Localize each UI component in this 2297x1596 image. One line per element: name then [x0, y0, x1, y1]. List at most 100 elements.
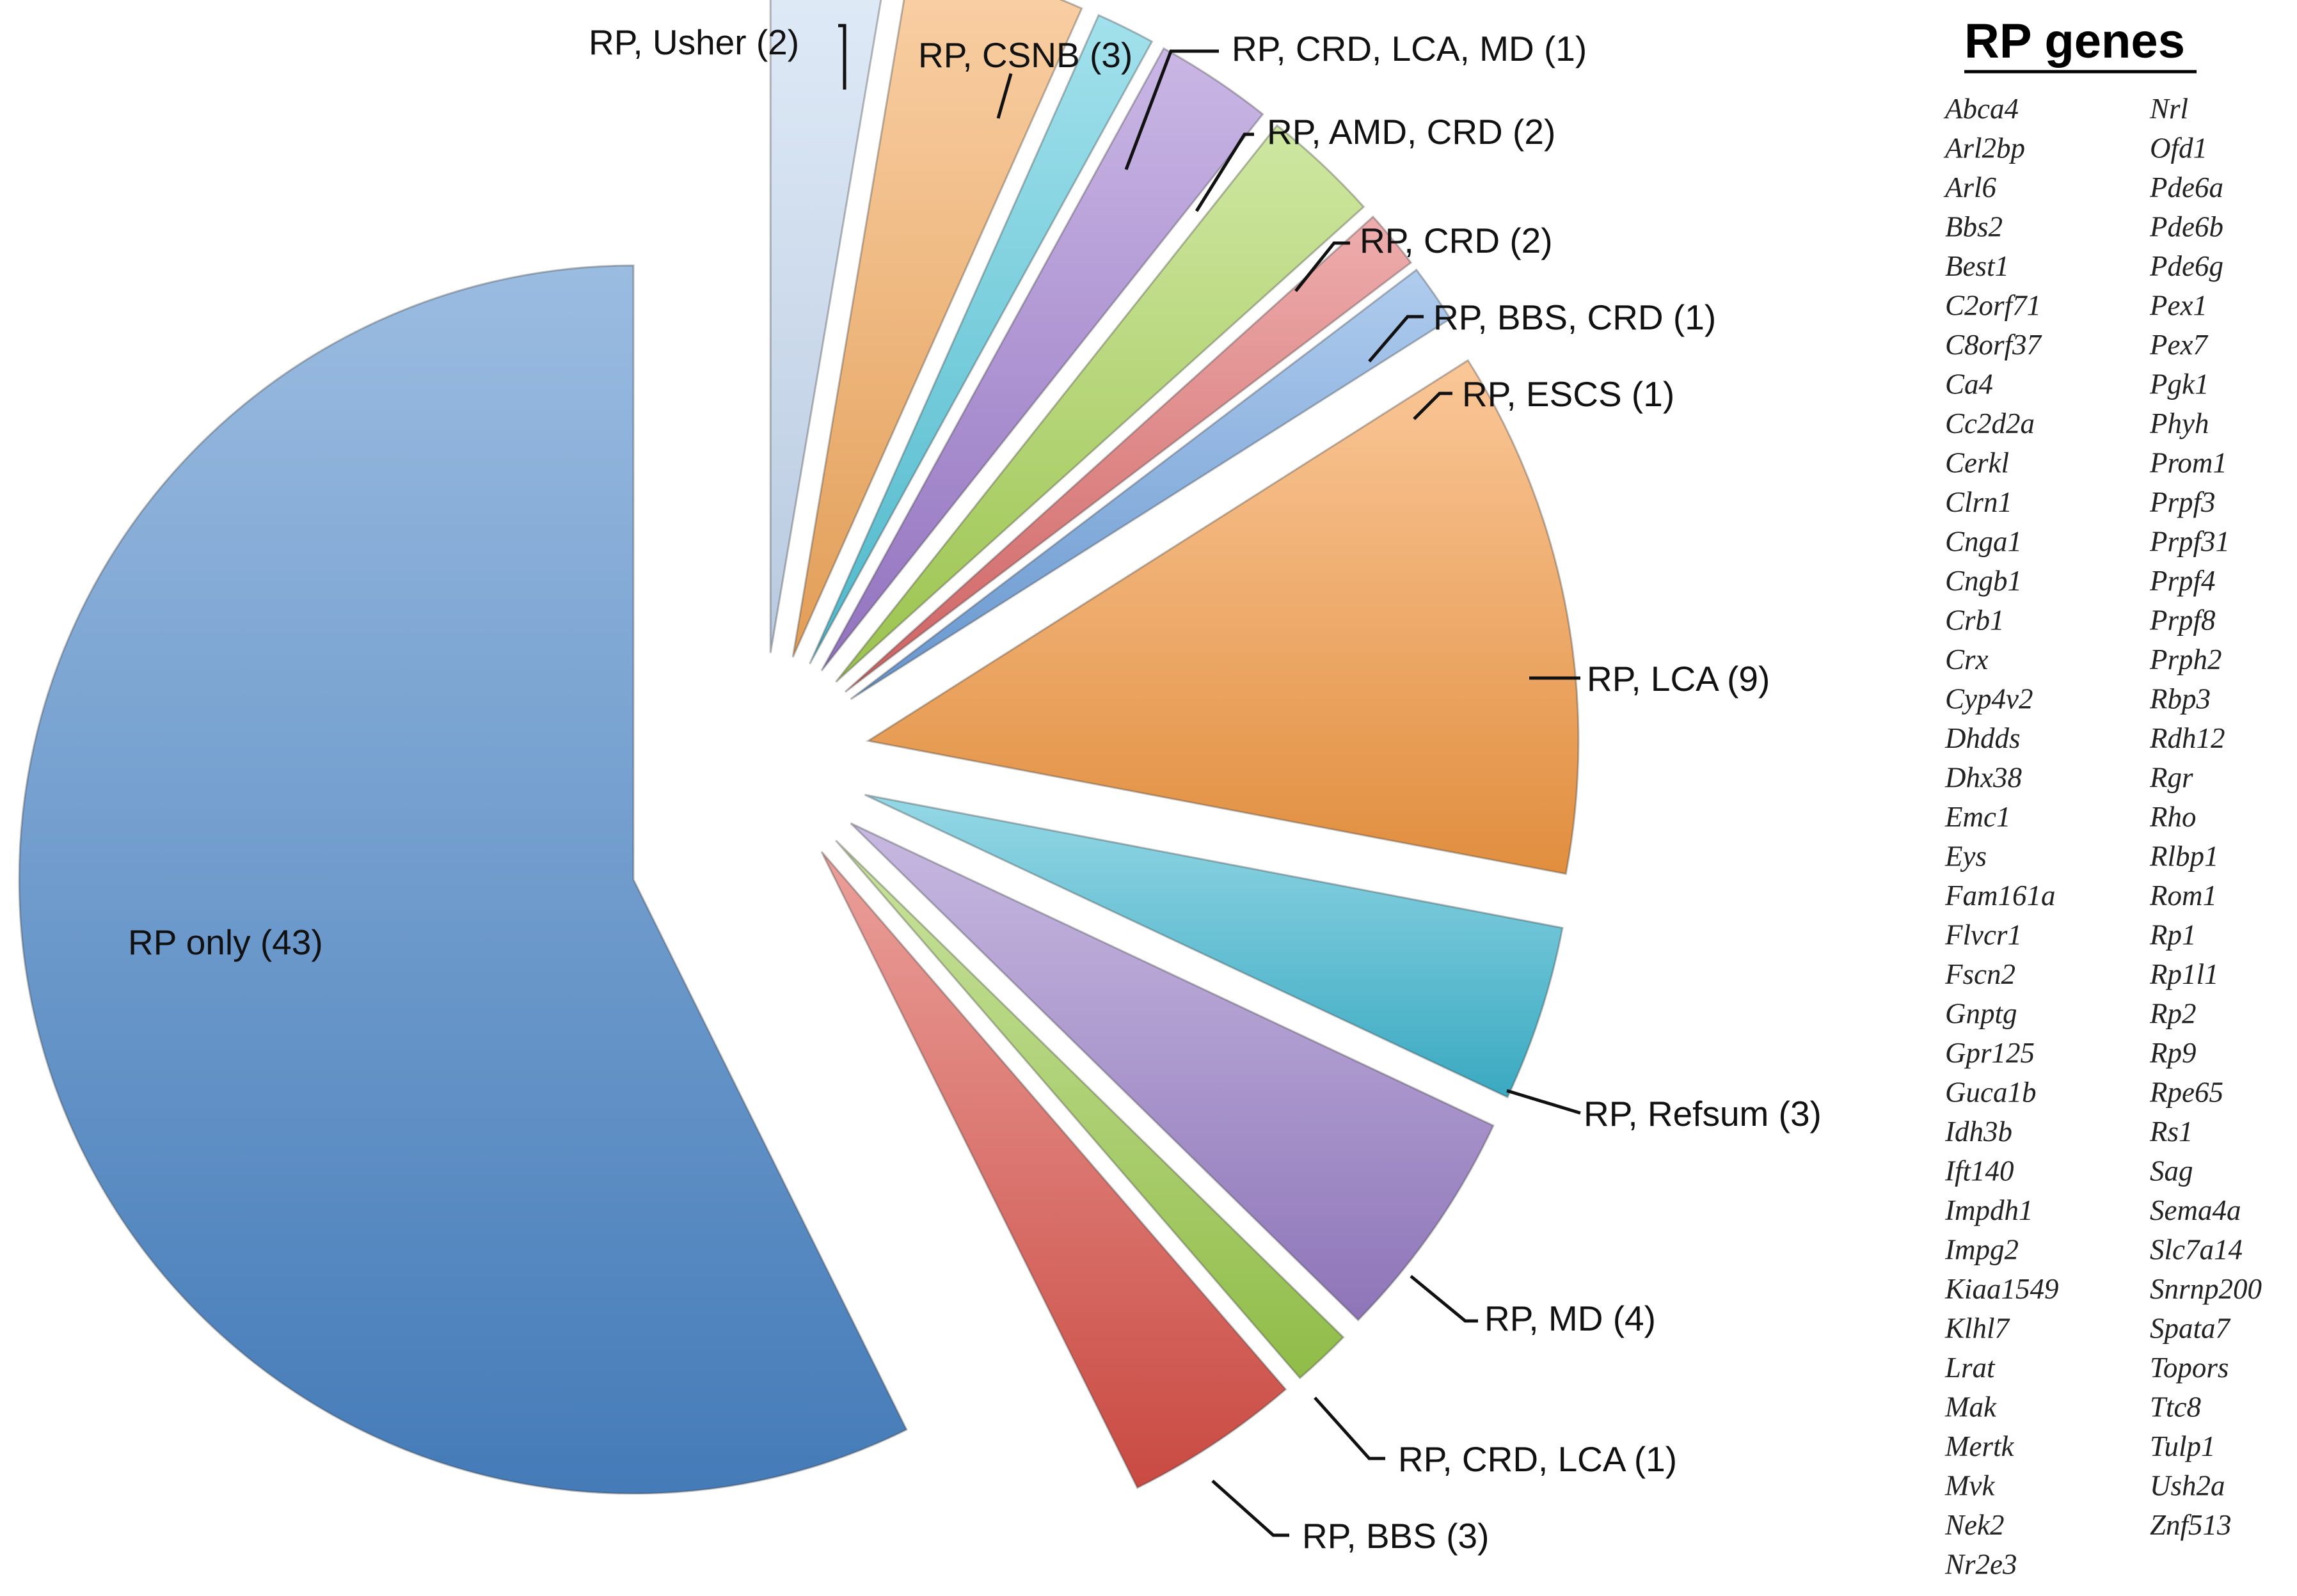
slice-rp-escs-1: [850, 268, 1452, 700]
gene-crb1: Crb1: [1945, 604, 2005, 636]
gene-phyh: Phyh: [2149, 407, 2209, 439]
slice-label-rp-bbs-crd-1: RP, BBS, CRD (1): [1433, 297, 1716, 337]
leader-rp-bbs-crd-1: [1368, 315, 1424, 363]
gene-rdh12: Rdh12: [2149, 722, 2225, 754]
gene-spata7: Spata7: [2150, 1313, 2232, 1345]
gene-pex7: Pex7: [2149, 329, 2209, 361]
gene-fscn2: Fscn2: [1944, 958, 2015, 990]
gene-nr2e3: Nr2e3: [1944, 1549, 2017, 1581]
gene-lrat: Lrat: [1944, 1352, 1996, 1384]
gene-cyp4v2: Cyp4v2: [1945, 683, 2033, 715]
slice-rp-bbs-3: [820, 851, 1287, 1489]
gene-slc7a14: Slc7a14: [2150, 1234, 2243, 1266]
gene-rom1: Rom1: [2149, 880, 2217, 912]
gene-rbp3: Rbp3: [2149, 683, 2211, 715]
gene-list-title: RP genes: [1964, 14, 2185, 68]
slice-rp-only-43: [18, 264, 908, 1495]
gene-impdh1: Impdh1: [1944, 1194, 2033, 1226]
slice-rp-lca-9: [865, 359, 1580, 875]
gene-znf513: Znf513: [2150, 1509, 2232, 1541]
gene-rp9: Rp9: [2149, 1037, 2197, 1069]
gene-rpe65: Rpe65: [2149, 1077, 2223, 1109]
leader-rp-md-4: [1410, 1275, 1478, 1323]
gene-dhx38: Dhx38: [1944, 762, 2022, 794]
gene-mertk: Mertk: [1944, 1430, 2014, 1462]
slice-rp-amd-crd-2: [820, 47, 1264, 672]
gene-sema4a: Sema4a: [2150, 1194, 2241, 1226]
slice-labels: RP only (43) RP, Usher (2) RP, CSNB (3) RP,…: [128, 22, 1822, 1556]
leader-rp-crd-lca-md-1: [1124, 49, 1219, 170]
slice-rp-crd-lca-1: [835, 839, 1345, 1380]
gene-idh3b: Idh3b: [1944, 1116, 2012, 1148]
slice-label-rp-bbs-3: RP, BBS (3): [1302, 1516, 1489, 1556]
gene-topors: Topors: [2150, 1352, 2229, 1384]
gene-eys: Eys: [1944, 841, 1987, 873]
leader-lines: [838, 24, 1581, 1537]
gene-cerkl: Cerkl: [1945, 447, 2009, 479]
gene-emc1: Emc1: [1944, 801, 2010, 833]
leader-rp-escs-1: [1413, 391, 1452, 420]
gene-rlbp1: Rlbp1: [2149, 841, 2219, 873]
gene-cnga1: Cnga1: [1945, 526, 2022, 558]
gene-rs1: Rs1: [2149, 1116, 2193, 1148]
gene-pgk1: Pgk1: [2149, 368, 2209, 400]
gene-gnptg: Gnptg: [1945, 998, 2017, 1030]
slice-label-rp-csnb-3: RP, CSNB (3): [918, 35, 1133, 75]
gene-prph2: Prph2: [2149, 644, 2222, 676]
gene-nrl: Nrl: [2149, 93, 2188, 125]
gene-klhl7: Klhl7: [1944, 1313, 2011, 1345]
slice-label-rp-escs-1: RP, ESCS (1): [1462, 374, 1674, 414]
leader-rp-crd-2: [1294, 241, 1350, 292]
gene-pde6g: Pde6g: [2149, 250, 2223, 282]
slice-label-rp-usher-2: RP, Usher (2): [589, 22, 799, 62]
gene-best1: Best1: [1945, 250, 2009, 282]
gene-fam161a: Fam161a: [1944, 880, 2056, 912]
leader-rp-crd-lca-1: [1314, 1396, 1385, 1460]
slice-rp-refsum-3: [864, 794, 1564, 1099]
slice-label-rp-refsum-3: RP, Refsum (3): [1584, 1094, 1822, 1134]
gene-prpf31: Prpf31: [2149, 526, 2230, 558]
gene-guca1b: Guca1b: [1945, 1077, 2036, 1109]
gene-impg2: Impg2: [1944, 1234, 2019, 1266]
slice-rp-crd-2: [835, 124, 1365, 683]
gene-cc2d2a: Cc2d2a: [1945, 407, 2035, 439]
gene-abca4: Abca4: [1943, 93, 2019, 125]
slice-label-rp-only-43: RP only (43): [128, 922, 323, 962]
slice-label-rp-amd-crd-2: RP, AMD, CRD (2): [1267, 112, 1555, 152]
gene-ush2a: Ush2a: [2150, 1470, 2225, 1502]
gene-cngb1: Cngb1: [1945, 565, 2022, 597]
gene-rgr: Rgr: [2149, 762, 2193, 794]
gene-ca4: Ca4: [1945, 368, 1993, 400]
gene-gpr125: Gpr125: [1945, 1037, 2035, 1069]
leader-rp-usher-2: [838, 24, 846, 90]
gene-c8orf37: C8orf37: [1945, 329, 2043, 361]
gene-rp1: Rp1: [2149, 919, 2197, 951]
slice-label-rp-crd-lca-1: RP, CRD, LCA (1): [1398, 1439, 1677, 1479]
pie-slices: [18, 0, 1580, 1495]
gene-nek2: Nek2: [1944, 1509, 2004, 1541]
gene-rp2: Rp2: [2149, 998, 2197, 1030]
gene-bbs2: Bbs2: [1945, 211, 2003, 243]
gene-flvcr1: Flvcr1: [1944, 919, 2022, 951]
slice-rp-bbs-crd-1: [844, 215, 1413, 693]
gene-mak: Mak: [1944, 1391, 1997, 1423]
gene-c2orf71: C2orf71: [1945, 290, 2041, 322]
gene-ttc8: Ttc8: [2150, 1391, 2201, 1423]
slice-label-rp-crd-lca-md-1: RP, CRD, LCA, MD (1): [1232, 29, 1587, 68]
gene-prpf4: Prpf4: [2149, 565, 2216, 597]
gene-prom1: Prom1: [2149, 447, 2227, 479]
slice-label-rp-crd-2: RP, CRD (2): [1360, 221, 1553, 260]
leader-rp-csnb-3: [996, 73, 1013, 119]
slice-label-rp-lca-9: RP, LCA (9): [1587, 659, 1770, 699]
leader-rp-refsum-3: [1506, 1089, 1581, 1115]
slice-rp-csnb-3: [791, 0, 1083, 658]
gene-ofd1: Ofd1: [2150, 132, 2207, 164]
gene-kiaa1549: Kiaa1549: [1944, 1273, 2059, 1305]
gene-snrnp200: Snrnp200: [2150, 1273, 2262, 1305]
gene-clrn1: Clrn1: [1945, 486, 2012, 518]
gene-mvk: Mvk: [1944, 1470, 1995, 1502]
leader-rp-bbs-3: [1211, 1480, 1289, 1537]
rp-gene-list: RP genes Abca4 Arl2bp Arl6 Bbs2 Best1 C2orf71…: [1943, 14, 2262, 1581]
gene-rho: Rho: [2149, 801, 2197, 833]
